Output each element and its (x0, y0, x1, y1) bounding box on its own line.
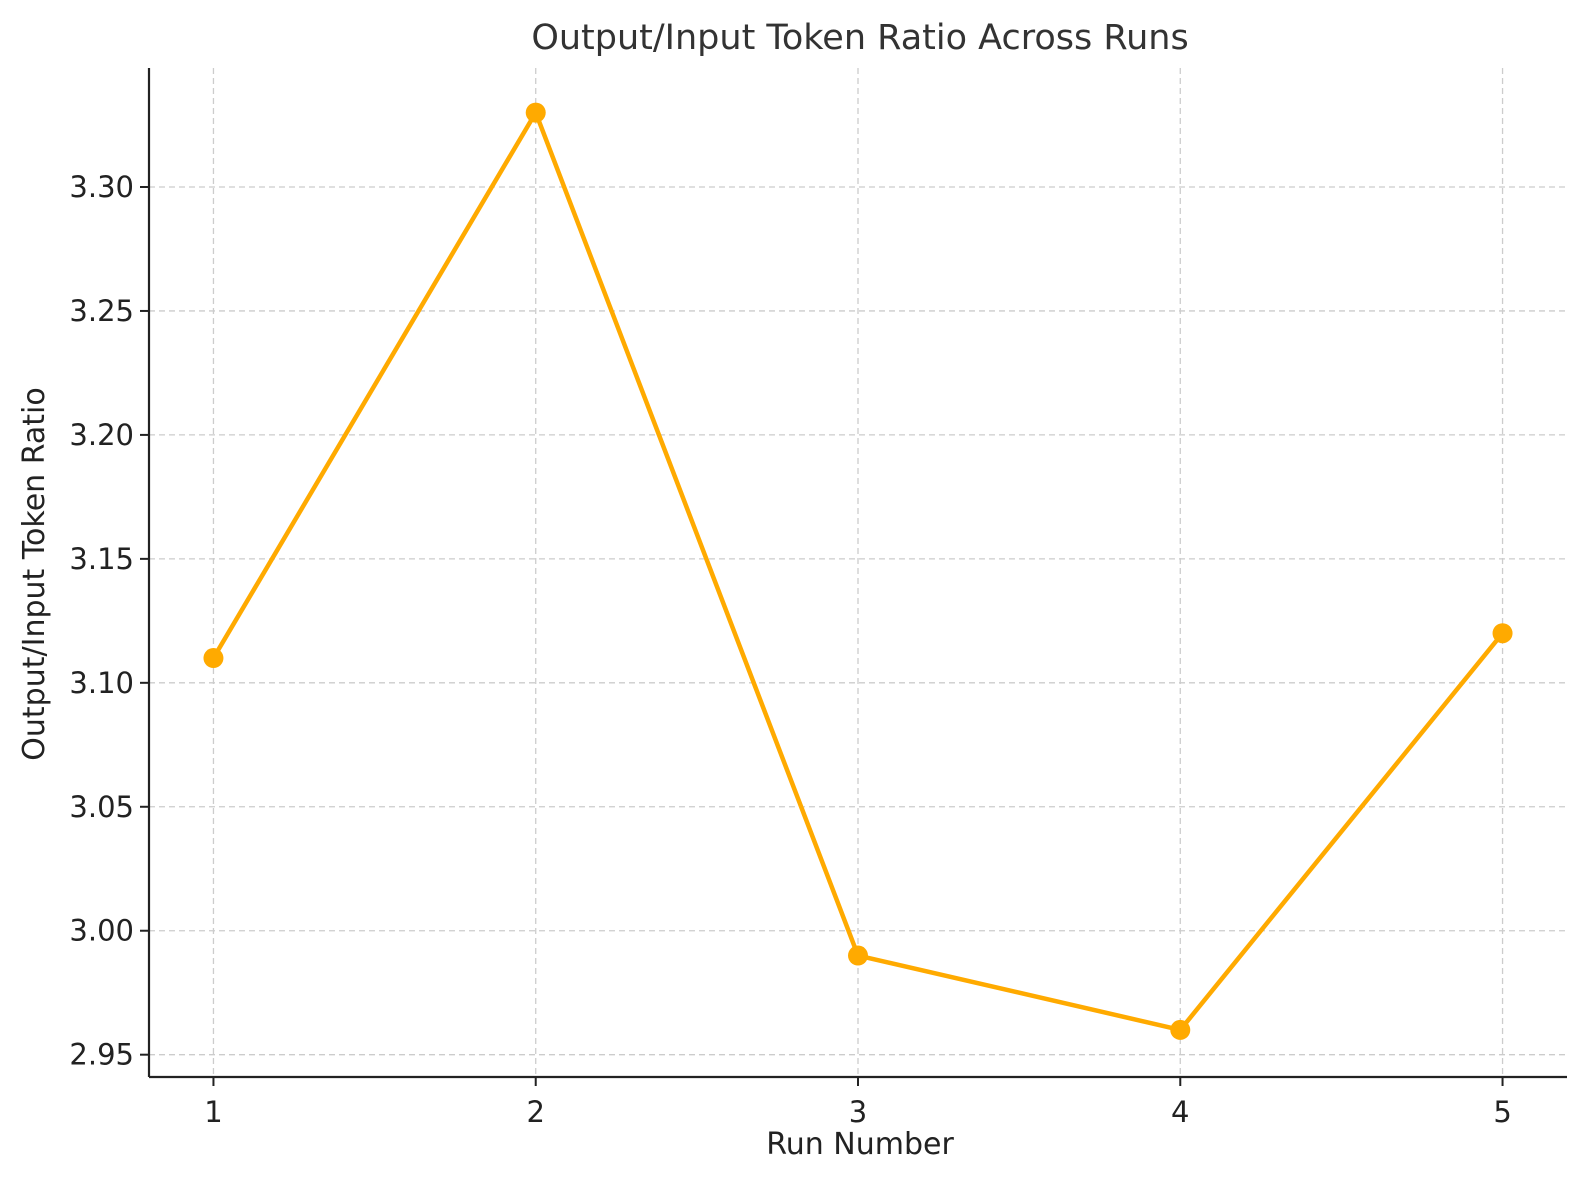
data-point (1170, 1019, 1191, 1040)
data-point (1492, 623, 1513, 644)
y-tick-label: 3.00 (69, 914, 134, 948)
data-series (203, 102, 1513, 1040)
x-tick-label: 4 (1171, 1095, 1189, 1129)
data-point (525, 102, 546, 123)
axes: 1 2 3 4 5 2.95 3.00 3.05 3.10 3.15 3.20 3.25 3.30 (69, 68, 1567, 1129)
x-tick-label: 5 (1493, 1095, 1511, 1129)
y-tick-label: 3.10 (69, 666, 134, 700)
y-tick-label: 3.30 (69, 170, 134, 204)
x-axis-label: Run Number (766, 1127, 954, 1162)
x-tick-label: 1 (204, 1095, 222, 1129)
data-point (848, 945, 868, 966)
y-tick-label: 2.95 (69, 1038, 134, 1072)
x-tick-label: 2 (527, 1095, 545, 1129)
y-tick-label: 3.25 (69, 294, 134, 328)
y-tick-label: 3.20 (69, 418, 134, 452)
x-tick-label: 3 (849, 1095, 867, 1129)
grid (149, 68, 1567, 1077)
y-tick-label: 3.05 (69, 790, 134, 824)
data-point (203, 648, 224, 669)
y-tick-label: 3.15 (69, 542, 134, 576)
y-axis-label: Output/Input Token Ratio (17, 387, 52, 760)
chart-title: Output/Input Token Ratio Across Runs (531, 18, 1188, 58)
